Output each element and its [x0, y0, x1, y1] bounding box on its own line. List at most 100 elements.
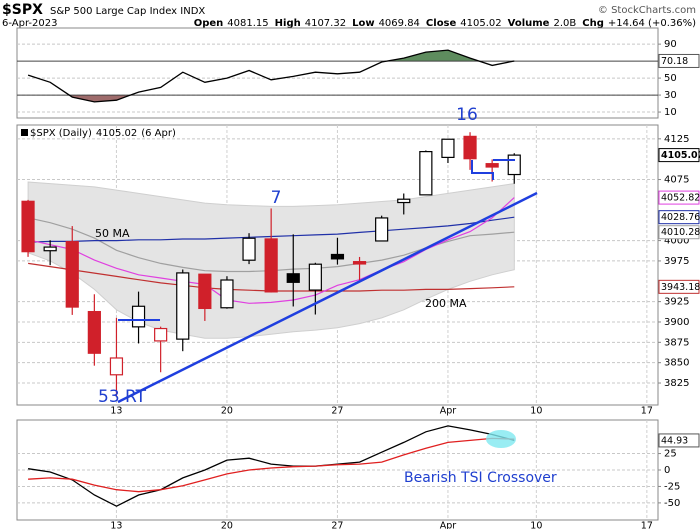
stat-value: 4081.15 — [227, 18, 268, 29]
candle-body — [419, 151, 433, 196]
annotation: 16 — [456, 105, 478, 125]
value-box — [658, 148, 700, 163]
y-tick-label: 3900 — [664, 317, 689, 328]
y-tick-label: 3850 — [664, 358, 689, 369]
value-box — [658, 225, 700, 240]
candle-body — [330, 253, 345, 260]
series-line — [28, 425, 515, 507]
legend: $SPX (Daily) 4105.02 (6 Apr) — [30, 128, 176, 139]
candle-body — [220, 279, 234, 309]
y-tick-label: 4000 — [664, 236, 689, 247]
series-line — [28, 437, 515, 493]
annotation: 53 RT — [98, 387, 147, 407]
panel-frame — [16, 27, 659, 119]
threshold-fill — [28, 50, 515, 62]
annotation: 7 — [271, 188, 282, 208]
legend-label: $SPX (Daily) — [30, 128, 92, 139]
candle-body — [176, 272, 190, 340]
stat-value: +14.64 (+0.36%) — [608, 18, 696, 29]
x-tick-label: Apr — [440, 406, 457, 417]
header-subtitle: S&P 500 Large Cap Index INDX — [50, 6, 205, 17]
legend-date: (6 Apr) — [141, 128, 176, 139]
x-tick-label: 17 — [641, 521, 653, 529]
value-label: 44.93 — [661, 435, 688, 446]
candle-body — [352, 261, 367, 265]
y-tick-label: 4125 — [664, 134, 689, 145]
candle-body — [109, 357, 124, 376]
candle-body — [308, 263, 322, 291]
level-mark — [471, 160, 494, 180]
candle-body — [198, 273, 212, 310]
y-tick-label: 3875 — [664, 337, 689, 348]
value-label: 4010.28 — [661, 227, 700, 238]
stat-label: Low — [352, 18, 374, 29]
y-tick-label: 90 — [664, 39, 677, 50]
x-tick-label: 17 — [641, 406, 653, 417]
series-line — [27, 49, 515, 103]
value-label: 70.18 — [661, 56, 688, 67]
value-box — [658, 279, 700, 294]
y-tick-label: 4075 — [664, 175, 689, 186]
header-stats: Open 4081.15 High 4107.32 Low 4069.84 Close 410… — [194, 18, 696, 29]
annotation: 50 MA — [95, 227, 130, 240]
value-label: 4105.02 — [661, 150, 700, 161]
x-tick-label: 20 — [221, 406, 233, 417]
value-box — [658, 433, 700, 448]
header-title: $SPX — [2, 2, 43, 18]
annotation: Bearish TSI Crossover — [404, 470, 557, 486]
plot-area: 90 50 30 10 70.18 4125 4075 4000 3975 3925 3900 387… — [16, 27, 700, 529]
y-tick-label: 30 — [664, 90, 677, 101]
x-tick-label: Apr — [440, 521, 457, 529]
stat-label: Volume — [508, 18, 550, 29]
x-tick-label: 20 — [221, 521, 233, 529]
candle-body — [375, 217, 389, 242]
x-tick-label: 27 — [331, 406, 343, 417]
x-tick-label: 27 — [331, 521, 343, 529]
value-box — [658, 190, 700, 205]
x-tick-label: 10 — [530, 406, 542, 417]
y-tick-label: -50 — [664, 498, 680, 509]
candle-body — [242, 237, 256, 261]
y-tick-label: 3925 — [664, 297, 689, 308]
candle-body — [154, 327, 168, 342]
overlay-line — [27, 197, 515, 304]
annotations: 16 7 53 RT 50 MA 200 MA Bearish TSI Cros… — [95, 105, 557, 486]
candle-body — [507, 154, 521, 176]
header-date: 6-Apr-2023 — [2, 18, 57, 29]
stat-value: 2.0B — [553, 18, 576, 29]
y-tick-label: 50 — [664, 73, 677, 84]
candle-body — [21, 200, 35, 253]
candle-body — [463, 135, 477, 160]
candle-body — [43, 246, 57, 252]
stat-value: 4105.02 — [460, 18, 501, 29]
y-tick-label: 25 — [664, 449, 677, 460]
threshold-fill — [28, 95, 515, 102]
stat-label: Open — [194, 18, 224, 29]
stat-label: Close — [426, 18, 457, 29]
candle-body — [65, 241, 79, 308]
trendline — [117, 191, 538, 404]
annotation: 200 MA — [425, 297, 467, 310]
value-box — [658, 210, 700, 225]
candle-body — [87, 310, 101, 354]
value-label: 3943.18 — [661, 282, 700, 293]
candle-body — [397, 198, 411, 204]
value-label: 4028.76 — [661, 212, 700, 223]
stat-label: Chg — [582, 18, 604, 29]
candle-body — [441, 138, 455, 158]
legend-swatch — [21, 129, 28, 136]
candle-body — [485, 163, 499, 168]
legend-value: 4105.02 — [96, 128, 137, 139]
candle-body — [264, 238, 278, 293]
candle-body — [286, 273, 300, 283]
stat-value: 4107.32 — [305, 18, 346, 29]
x-tick-label: 13 — [110, 521, 122, 529]
y-tick-label: 10 — [664, 107, 677, 118]
y-tick-label: 3825 — [664, 378, 689, 389]
y-tick-label: -25 — [664, 481, 680, 492]
y-tick-label: 0 — [664, 465, 670, 476]
candle-body — [131, 305, 146, 328]
value-box — [658, 53, 700, 68]
stat-label: High — [275, 18, 301, 29]
